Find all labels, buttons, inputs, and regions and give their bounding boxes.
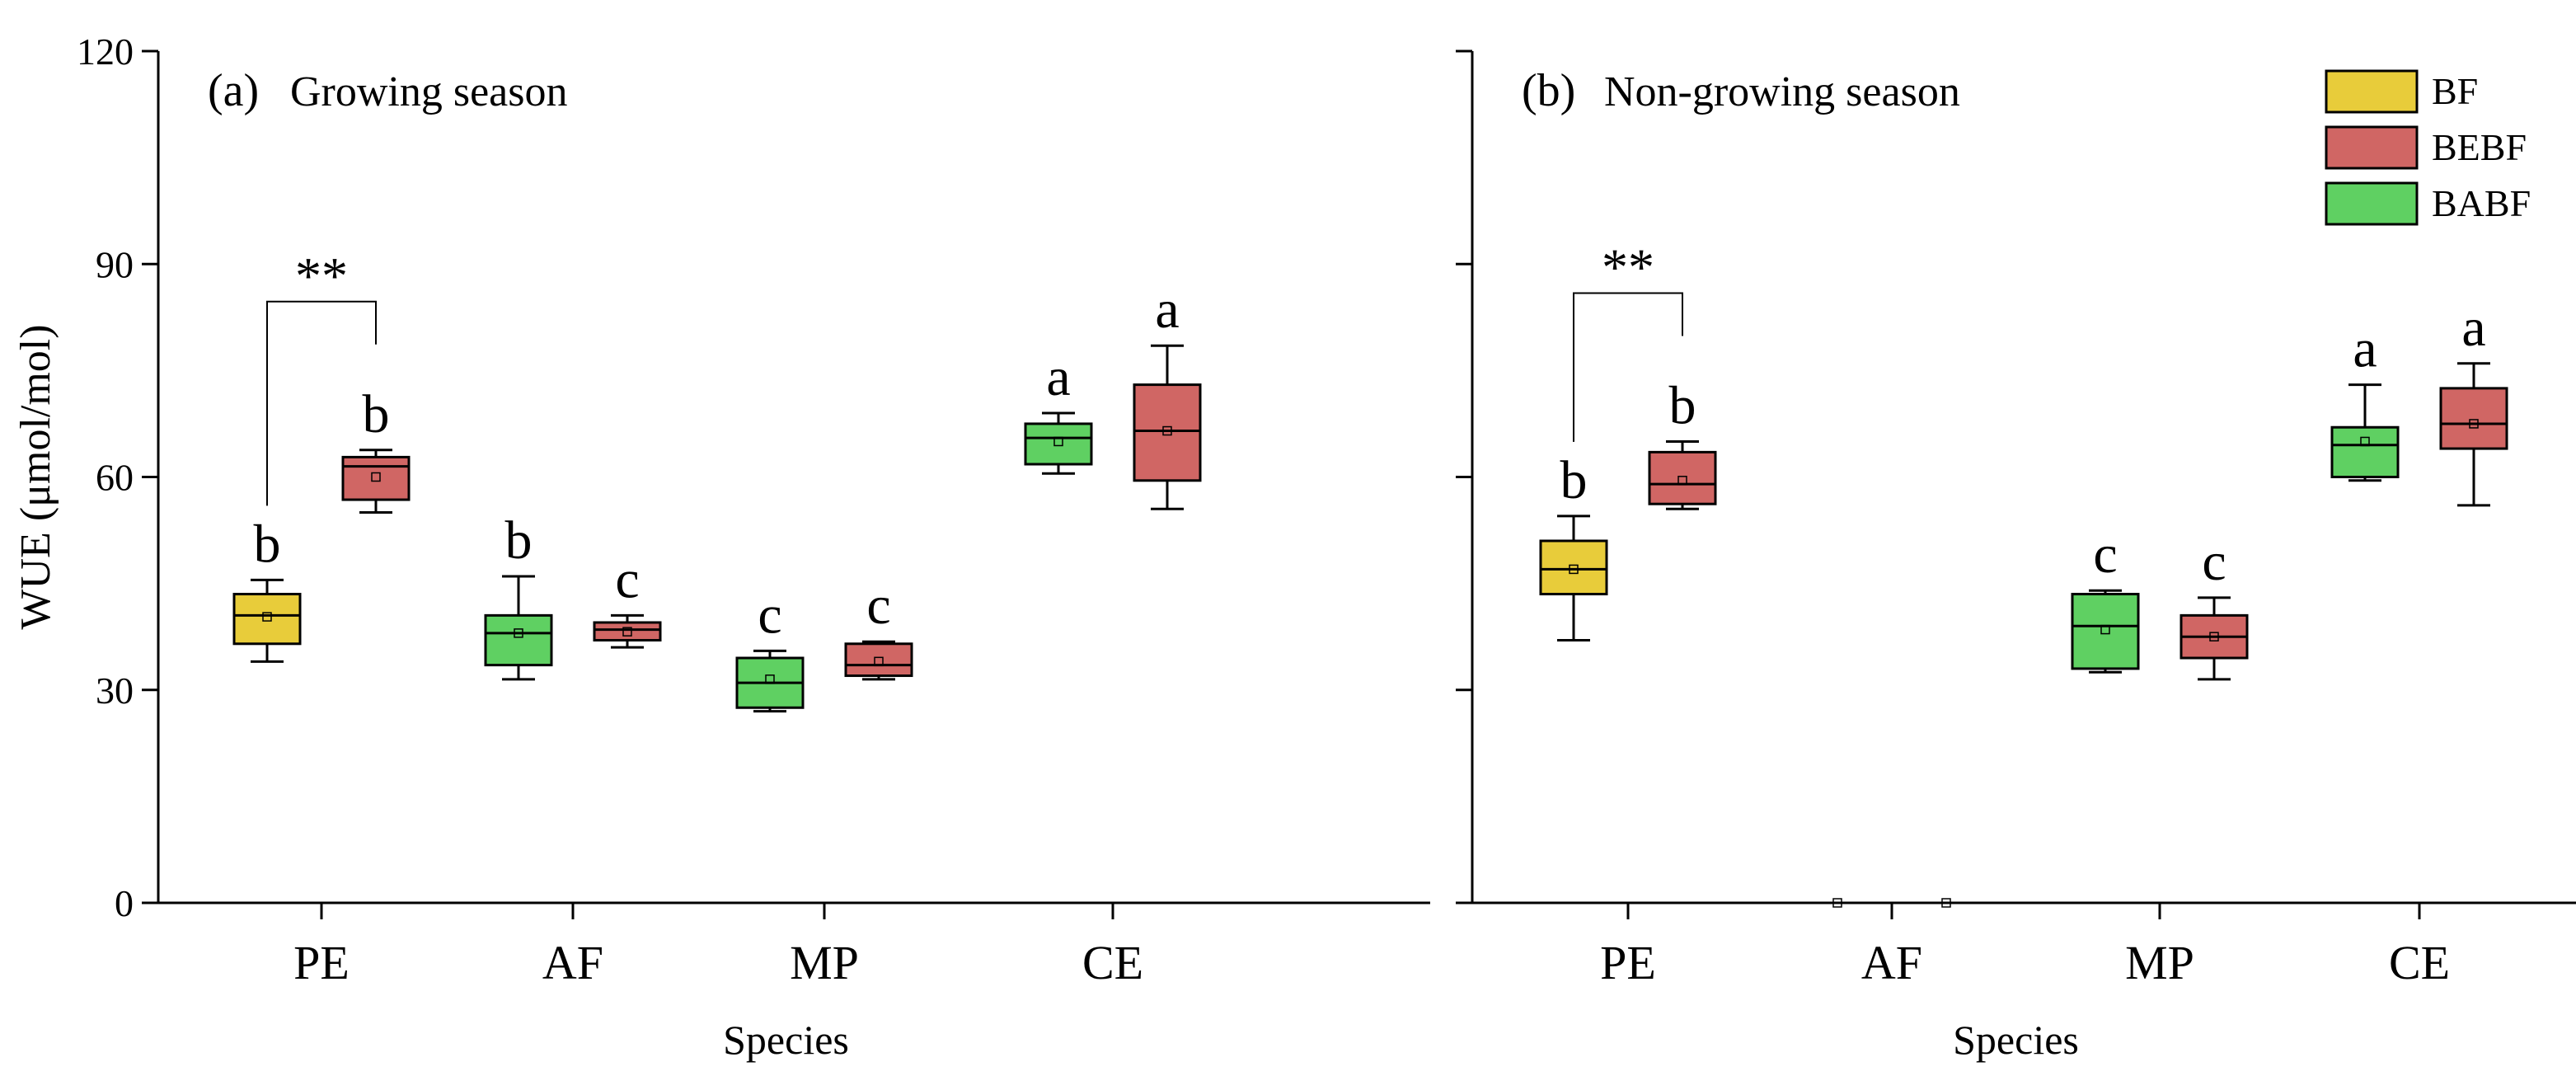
significance-letter: b — [505, 510, 533, 571]
box-mp-babf: c — [2071, 524, 2140, 674]
box-mp-bebf: c — [844, 576, 913, 681]
significance-stars: ** — [1602, 237, 1654, 296]
box-body — [1648, 450, 1717, 505]
x-tick-label: CE — [1082, 936, 1143, 989]
y-tick-label: 90 — [96, 243, 134, 285]
box-body — [844, 642, 913, 678]
box-body — [1024, 422, 1093, 466]
legend-swatch-babf — [2325, 181, 2419, 226]
y-axis-title: WUE (μmol/mol) — [12, 324, 59, 629]
legend-label-babf: BABF — [2432, 182, 2531, 224]
y-tick-label: 30 — [96, 670, 134, 712]
significance-letter: c — [615, 549, 639, 609]
box-body — [1133, 383, 1202, 482]
box-body — [341, 455, 411, 501]
significance-letter: a — [2353, 319, 2377, 379]
x-tick-label: PE — [293, 936, 350, 989]
box-body — [2330, 425, 2400, 478]
box-body — [484, 613, 553, 667]
box-af-babf: b — [484, 510, 553, 681]
box-ce-bebf: a — [1133, 280, 1202, 510]
panel-title: Growing season — [290, 68, 568, 115]
significance-letter: c — [2202, 532, 2226, 592]
box-body — [2071, 593, 2140, 670]
significance-letter: b — [1560, 450, 1588, 510]
significance-letter: b — [1669, 375, 1696, 435]
legend-swatch-bebf — [2325, 125, 2419, 170]
legend-label-bebf: BEBF — [2432, 126, 2527, 168]
mean-marker — [2209, 632, 2219, 641]
legend: BF BEBF BABF — [2325, 69, 2531, 226]
significance-letter: c — [2093, 524, 2117, 585]
legend-label-bf: BF — [2432, 70, 2478, 112]
mean-marker — [2100, 624, 2110, 635]
box-body — [2439, 387, 2508, 450]
x-tick-label: PE — [1600, 936, 1656, 989]
mean-marker — [1832, 898, 1842, 908]
x-axis-title: Species — [1953, 1017, 2079, 1063]
significance-letter: b — [363, 384, 390, 444]
mean-marker — [622, 627, 632, 637]
mean-marker — [371, 472, 381, 482]
panel-label: (a) — [208, 65, 259, 116]
box-ce-babf: a — [1024, 347, 1093, 475]
box-mp-bebf: c — [2180, 532, 2249, 681]
box-mp-babf: c — [735, 585, 805, 713]
mean-marker — [874, 656, 884, 667]
y-tick-label: 60 — [96, 457, 134, 499]
box-af-babf — [1832, 898, 1842, 908]
mean-marker — [262, 612, 272, 622]
mean-marker — [1053, 436, 1063, 447]
legend-swatch-bf — [2325, 69, 2419, 114]
chart-panel-b: PE AF MP CE Species (b) Non-growing season b b c c… — [1456, 49, 2576, 1063]
box-body — [1539, 539, 1608, 596]
x-axis-title: Species — [723, 1017, 849, 1063]
mean-marker — [1162, 425, 1172, 436]
box-body — [232, 593, 302, 646]
box-pe-bf: b — [1539, 450, 1608, 641]
significance-bracket: ** — [1573, 237, 1683, 442]
significance-stars: ** — [295, 247, 348, 305]
x-tick-label: MP — [790, 936, 859, 989]
mean-marker — [514, 628, 523, 638]
significance-letter: b — [254, 514, 281, 574]
panel-label: (b) — [1522, 65, 1575, 116]
significance-letter: a — [2461, 298, 2485, 358]
significance-letter: c — [866, 576, 890, 636]
bracket-line — [1573, 292, 1683, 442]
box-pe-bebf: b — [341, 384, 411, 515]
y-tick-label: 120 — [77, 31, 134, 73]
box-body — [593, 621, 662, 641]
mean-marker — [2360, 436, 2370, 447]
mean-marker — [2469, 419, 2479, 429]
mean-marker — [765, 674, 775, 684]
box-af-bebf: c — [593, 549, 662, 649]
box-af-bebf — [1941, 898, 1951, 908]
box-pe-bf: b — [232, 514, 302, 663]
mean-marker — [1677, 476, 1687, 486]
significance-letter: a — [1046, 347, 1070, 407]
box-pe-bebf: b — [1648, 375, 1717, 510]
x-tick-label: CE — [2389, 936, 2450, 989]
bracket-line — [266, 300, 377, 506]
significance-letter: c — [758, 585, 781, 645]
significance-bracket: ** — [266, 247, 377, 506]
mean-marker — [1569, 564, 1579, 575]
box-ce-babf: a — [2330, 319, 2400, 482]
significance-letter: a — [1155, 280, 1179, 340]
mean-marker — [1941, 898, 1951, 908]
y-tick-label: 0 — [115, 882, 134, 924]
x-tick-label: MP — [2125, 936, 2194, 989]
chart-panel-a: 0 30 60 90 120 PE AF MP CE Species WUE (μmol/mol) (… — [12, 31, 1430, 1063]
panel-title: Non-growing season — [1604, 68, 1960, 115]
x-tick-label: AF — [542, 936, 603, 989]
x-tick-label: AF — [1861, 936, 1922, 989]
box-ce-bebf: a — [2439, 298, 2508, 507]
